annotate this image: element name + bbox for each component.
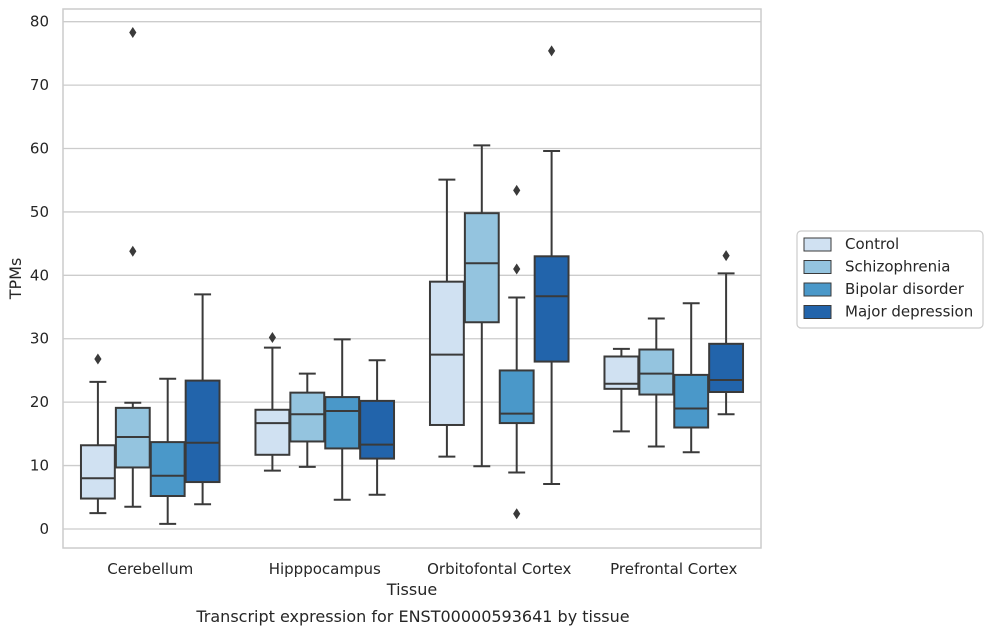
box-3-0 — [603, 347, 640, 433]
box-iqr — [254, 408, 291, 456]
box-2-0 — [428, 178, 465, 458]
y-tick-label: 70 — [30, 76, 49, 94]
legend-item: Major depression — [803, 303, 973, 321]
box-1-3 — [359, 359, 396, 496]
legend-item: Bipolar disorder — [803, 280, 965, 298]
outlier-point — [513, 508, 521, 520]
box-iqr — [463, 212, 500, 324]
y-axis-label: TPMs — [6, 258, 25, 301]
chart-caption: Transcript expression for ENST0000059364… — [195, 607, 629, 626]
outlier-point — [513, 184, 521, 196]
box-1-1 — [289, 372, 326, 468]
box-iqr — [708, 342, 745, 394]
box-iqr — [428, 280, 465, 426]
plot-frame — [62, 8, 762, 549]
box-iqr — [289, 391, 326, 443]
box-iqr — [673, 373, 710, 429]
x-axis-label: Tissue — [386, 580, 437, 599]
legend-label: Schizophrenia — [845, 258, 950, 276]
outlier-point — [129, 245, 137, 257]
box-0-2 — [149, 377, 186, 525]
box-0-1 — [114, 26, 151, 508]
box-3-2 — [673, 302, 710, 454]
y-tick-label: 30 — [30, 330, 49, 348]
box-3-3 — [708, 250, 745, 416]
box-2-3 — [533, 45, 570, 485]
box-iqr — [498, 369, 535, 425]
boxes — [79, 26, 745, 525]
x-tick-label: Cerebellum — [107, 560, 193, 578]
x-tick-labels: Cerebellum Hipppocampus Orbitofontal Corte… — [107, 560, 737, 578]
legend-label: Control — [845, 235, 899, 253]
grid-lines — [63, 21, 761, 530]
y-tick-label: 50 — [30, 203, 49, 221]
y-tick-label: 40 — [30, 266, 49, 284]
legend-swatch — [803, 282, 832, 297]
legend-swatch — [803, 237, 832, 252]
legend-label: Bipolar disorder — [845, 280, 965, 298]
outlier-point — [129, 26, 137, 38]
box-1-2 — [324, 338, 361, 501]
box-3-1 — [638, 317, 675, 448]
y-tick-label: 20 — [30, 393, 49, 411]
y-tick-label: 60 — [30, 140, 49, 158]
outlier-point — [722, 250, 730, 262]
box-2-2 — [498, 184, 535, 520]
box-iqr — [359, 399, 396, 460]
y-tick-label: 0 — [39, 520, 49, 538]
x-tick-label: Prefrontal Cortex — [610, 560, 737, 578]
outlier-point — [513, 263, 521, 275]
legend-swatch — [803, 305, 832, 319]
legend-item: Control — [803, 235, 899, 253]
outlier-point — [548, 45, 556, 57]
legend-frame — [796, 230, 984, 329]
y-tick-label: 10 — [30, 457, 49, 475]
box-iqr — [184, 379, 221, 484]
legend-item: Schizophrenia — [803, 258, 950, 276]
legend-label: Major depression — [845, 303, 973, 321]
box-iqr — [79, 444, 116, 500]
box-1-0 — [254, 331, 291, 472]
box-0-3 — [184, 293, 221, 506]
outlier-point — [268, 331, 276, 343]
y-tick-labels: 0 10 20 30 40 50 60 70 80 — [30, 13, 49, 538]
legend: Control Schizophrenia Bipolar disorder Majo… — [796, 230, 984, 329]
x-tick-label: Hipppocampus — [269, 560, 381, 578]
legend-swatch — [803, 260, 832, 274]
box-iqr — [324, 396, 361, 450]
box-2-1 — [463, 144, 500, 468]
y-tick-label: 80 — [30, 13, 49, 31]
outlier-point — [94, 353, 102, 365]
box-iqr — [638, 348, 675, 396]
x-tick-label: Orbitofontal Cortex — [427, 560, 571, 578]
box-iqr — [533, 255, 570, 363]
box-iqr — [149, 441, 186, 498]
box-0-0 — [79, 353, 116, 515]
